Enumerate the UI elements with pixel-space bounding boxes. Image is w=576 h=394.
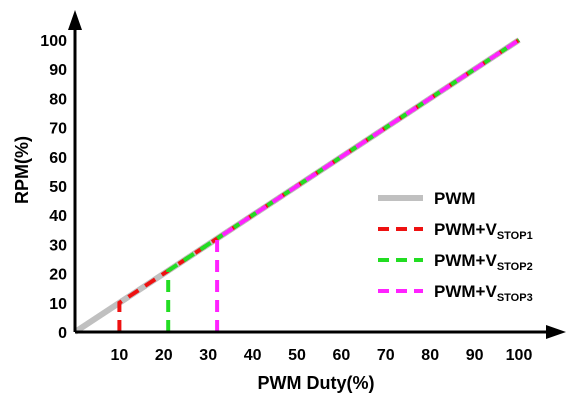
legend-label-3: PWM+VSTOP2 bbox=[434, 251, 533, 273]
x-tick-label: 100 bbox=[506, 347, 533, 364]
y-tick-label: 40 bbox=[49, 208, 67, 225]
y-tick-label: 0 bbox=[58, 325, 67, 342]
series-line-4 bbox=[215, 38, 521, 332]
x-tick-label: 80 bbox=[421, 347, 439, 364]
x-tick-label: 50 bbox=[288, 347, 306, 364]
y-axis-title: RPM(%) bbox=[12, 136, 32, 204]
x-tick-label: 30 bbox=[199, 347, 217, 364]
x-axis-arrow bbox=[546, 325, 566, 339]
x-tick-label: 70 bbox=[377, 347, 395, 364]
y-tick-label: 60 bbox=[49, 150, 67, 167]
y-tick-label: 20 bbox=[49, 267, 67, 284]
y-tick-label: 80 bbox=[49, 91, 67, 108]
y-axis-arrow bbox=[68, 10, 82, 30]
series-line-3 bbox=[166, 38, 521, 332]
y-tick-label: 50 bbox=[49, 179, 67, 196]
x-tick-label: 10 bbox=[111, 347, 129, 364]
y-tick-label: 90 bbox=[49, 62, 67, 79]
x-tick-label: 60 bbox=[333, 347, 351, 364]
axes-group bbox=[68, 10, 566, 339]
x-axis-title: PWM Duty(%) bbox=[258, 373, 375, 393]
legend-label-1: PWM bbox=[434, 189, 476, 208]
legend-label-4: PWM+VSTOP3 bbox=[434, 282, 533, 304]
x-tick-label: 90 bbox=[466, 347, 484, 364]
legend-label-2: PWM+VSTOP1 bbox=[434, 220, 533, 242]
ticks-group: 10 20 30 40 50 60 70 80 90 100 0 10 20 30 40 50 60 70 80 90… bbox=[40, 33, 532, 364]
x-tick-label: 40 bbox=[244, 347, 262, 364]
y-tick-label: 30 bbox=[49, 237, 67, 254]
x-tick-label: 20 bbox=[155, 347, 173, 364]
y-tick-label: 10 bbox=[49, 296, 67, 313]
y-tick-label: 70 bbox=[49, 121, 67, 138]
legend: PWM PWM+VSTOP1 PWM+VSTOP2 PWM+VSTOP3 bbox=[378, 189, 533, 304]
y-tick-label: 100 bbox=[40, 33, 67, 50]
series-group bbox=[73, 37, 521, 335]
